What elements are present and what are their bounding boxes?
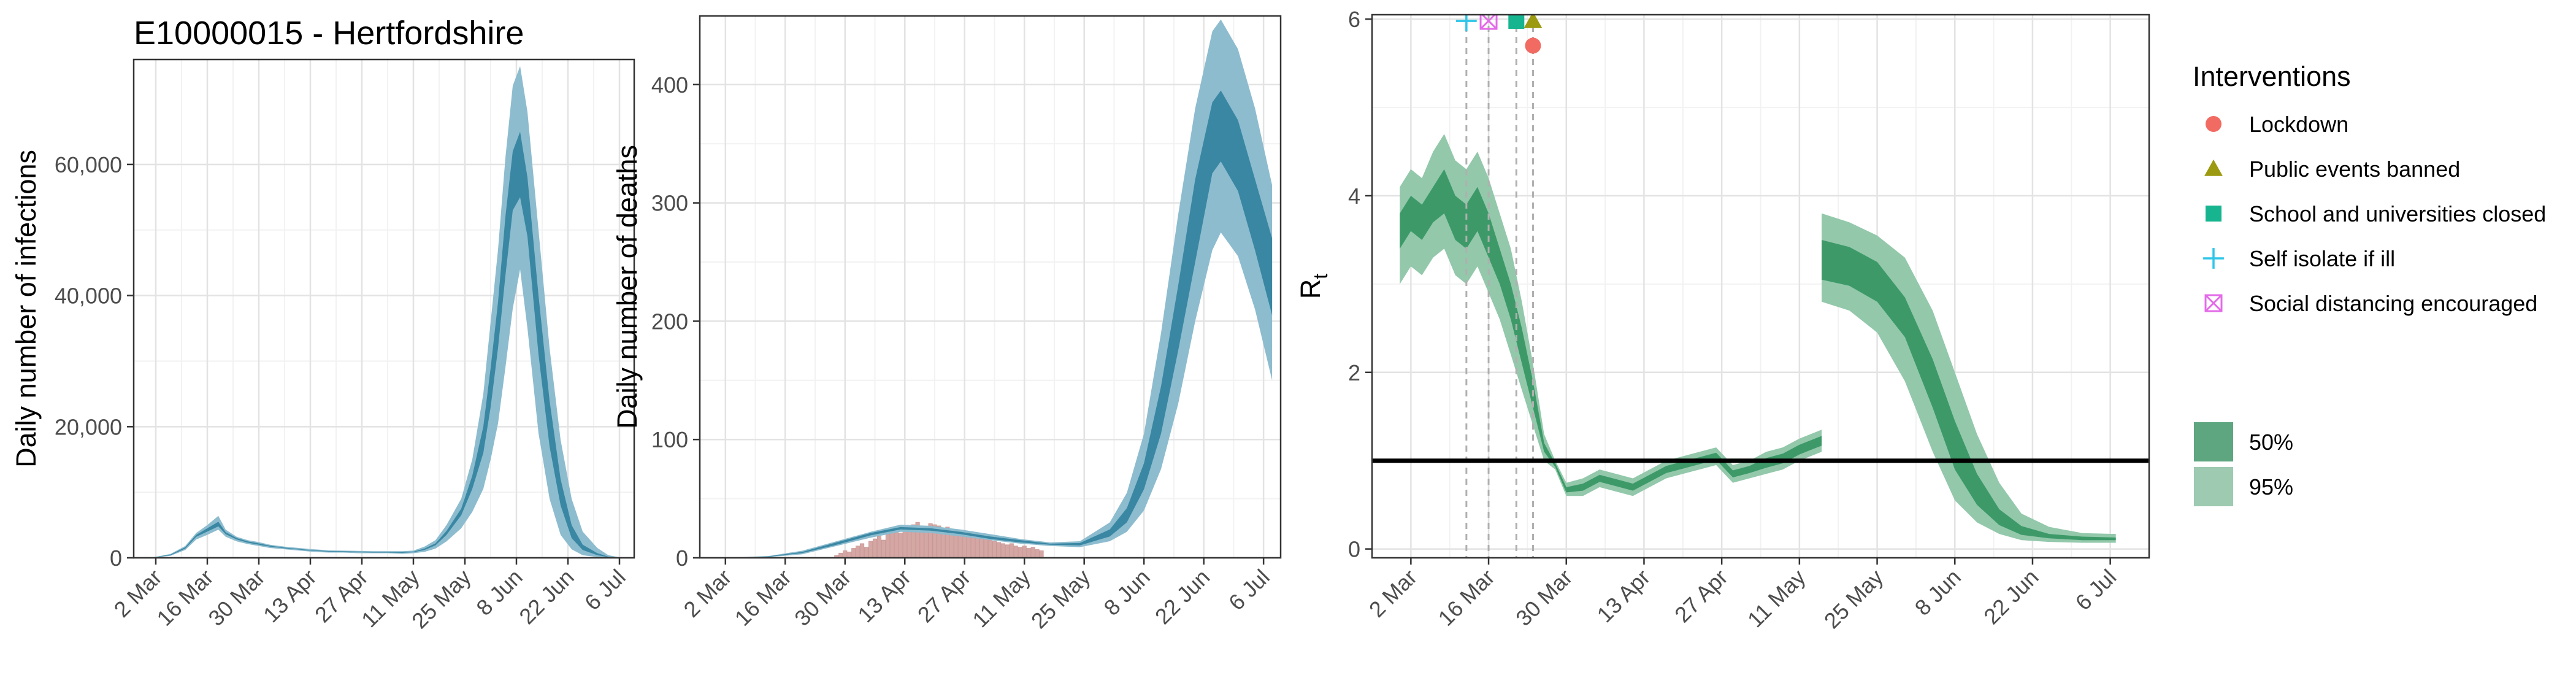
legend-key-self_isolate xyxy=(2203,248,2224,269)
death-bar xyxy=(967,534,972,558)
death-bar xyxy=(902,528,907,558)
intervention-marker-public_events xyxy=(1524,15,1543,28)
legend-label: Social distancing encouraged xyxy=(2249,291,2537,316)
legend-key-public_events xyxy=(2204,160,2223,176)
legend-label: Self isolate if ill xyxy=(2249,246,2395,271)
y-tick-label: 200 xyxy=(651,309,688,334)
death-bar xyxy=(979,537,984,558)
death-bar xyxy=(937,525,941,558)
death-bar xyxy=(898,533,903,558)
death-bar xyxy=(1018,547,1022,558)
legend-key-lockdown xyxy=(2206,116,2221,132)
legend-key-social_distancing-box xyxy=(2204,294,2223,312)
death-bar xyxy=(1039,550,1044,558)
y-tick-label: 20,000 xyxy=(55,414,122,439)
y-tick-label: 2 xyxy=(1348,360,1360,385)
death-bar xyxy=(987,539,993,558)
y-tick-label: 4 xyxy=(1348,183,1360,209)
band-50-area xyxy=(725,90,1273,558)
death-bar xyxy=(984,538,989,558)
legend-key-social_distancing xyxy=(2204,294,2223,312)
death-bar xyxy=(889,531,894,558)
death-bar xyxy=(971,534,976,558)
plot-area xyxy=(148,66,619,558)
legend-label: Lockdown xyxy=(2249,112,2348,137)
death-bar xyxy=(992,541,997,558)
y-axis-label-sub: t xyxy=(1309,274,1332,279)
y-axis-label: Rt xyxy=(1295,274,1332,299)
death-bar xyxy=(885,534,890,558)
death-bar xyxy=(876,536,881,558)
legend-title: Interventions xyxy=(2193,61,2351,92)
y-axis-label: Daily number of infections xyxy=(10,150,42,468)
legend-ci-swatch xyxy=(2194,422,2233,461)
intervention-marker-social_distancing xyxy=(1479,15,1498,30)
death-bar xyxy=(843,550,848,558)
legend-key-social_distancing-d2 xyxy=(2204,294,2223,312)
intervention-marker-social_distancing-d2 xyxy=(1479,15,1497,30)
legend-label: School and universities closed xyxy=(2249,201,2546,226)
legend-ci-label: 50% xyxy=(2249,430,2293,455)
y-axis-label: Daily number of deaths xyxy=(611,145,643,429)
y-tick-label: 0 xyxy=(676,546,688,571)
band-95-area xyxy=(725,19,1273,558)
death-bar xyxy=(1022,546,1027,558)
death-bar xyxy=(1013,546,1018,558)
panel-border xyxy=(699,15,1282,559)
death-bar xyxy=(1009,543,1014,558)
death-bar xyxy=(1026,548,1031,558)
death-bar xyxy=(894,529,899,558)
y-tick-label: 0 xyxy=(1348,537,1360,562)
y-tick-label: 100 xyxy=(651,427,688,452)
legend-label: Public events banned xyxy=(2249,156,2460,182)
panel-border xyxy=(132,58,635,559)
death-bar xyxy=(847,551,852,558)
death-bar xyxy=(864,547,869,558)
y-tick-label: 6 xyxy=(1348,7,1360,32)
death-bar xyxy=(1035,549,1040,558)
y-tick-label: 60,000 xyxy=(55,152,122,177)
band-50-area xyxy=(1400,169,2116,541)
legend-ci-label: 95% xyxy=(2249,474,2293,500)
legend-ci-swatch xyxy=(2194,467,2233,506)
band-95-area xyxy=(148,66,619,558)
intervention-marker-school xyxy=(1508,15,1525,29)
death-bar xyxy=(851,548,856,558)
death-bar xyxy=(856,546,861,558)
chart-title: E10000015 - Hertfordshire xyxy=(134,15,524,52)
y-tick-label: 40,000 xyxy=(55,284,122,309)
intervention-marker-self_isolate xyxy=(1455,15,1477,31)
legend: Interventions Lockdown Public events banne… xyxy=(2193,61,2546,506)
death-bar xyxy=(1030,547,1035,558)
band-95-area xyxy=(1400,134,2116,543)
death-bar xyxy=(975,536,980,558)
death-bar xyxy=(860,543,865,558)
y-axis-label-main: R xyxy=(1295,279,1326,299)
panel-border xyxy=(1371,14,2150,559)
death-bar xyxy=(1005,544,1010,558)
y-tick-label: 400 xyxy=(651,72,688,98)
death-bar xyxy=(928,523,933,558)
y-tick-label: 0 xyxy=(110,546,122,571)
death-bar xyxy=(1000,543,1005,558)
death-bar xyxy=(996,542,1001,558)
legend-key-school xyxy=(2206,206,2221,222)
plot-area xyxy=(1372,15,2149,558)
y-tick-label: 300 xyxy=(651,191,688,216)
death-bar xyxy=(868,541,873,558)
death-bar xyxy=(881,539,886,558)
intervention-marker-social_distancing-box xyxy=(1479,15,1498,30)
death-bar xyxy=(872,538,878,558)
intervention-marker-lockdown xyxy=(1525,37,1541,54)
